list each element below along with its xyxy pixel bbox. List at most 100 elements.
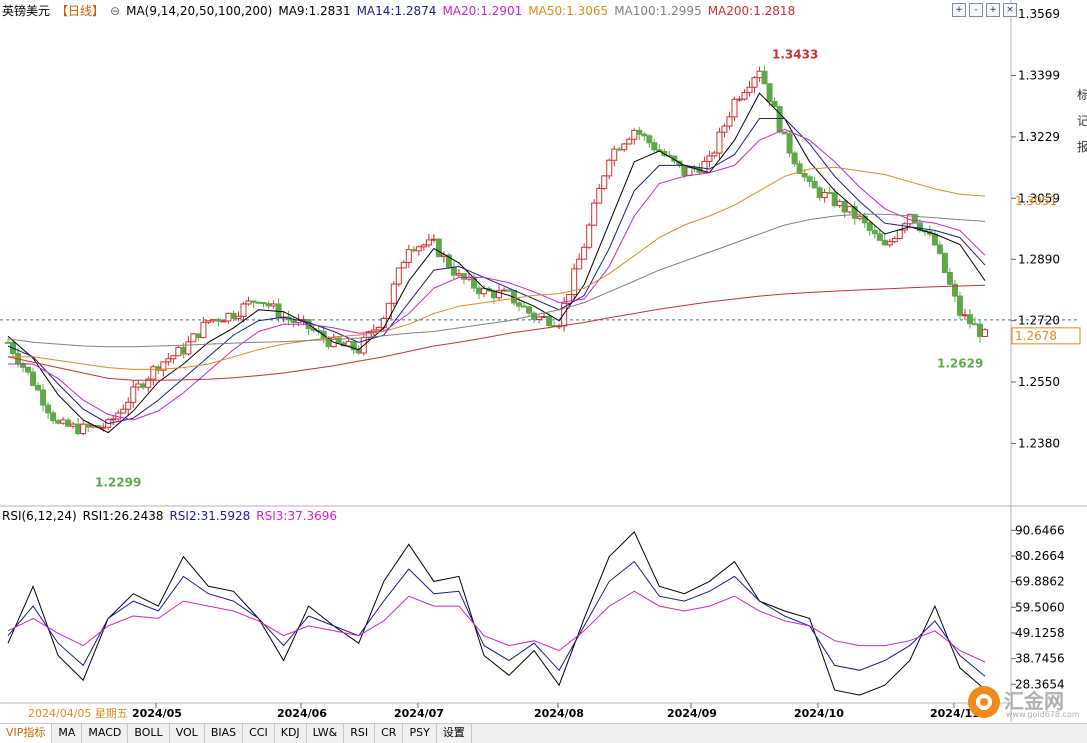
candle [85, 423, 92, 428]
zoom-in-icon[interactable]: + [952, 3, 966, 17]
tab-rsi[interactable]: RSI [344, 724, 376, 743]
candle [821, 191, 828, 199]
tab-bias[interactable]: BIAS [205, 724, 244, 743]
tab-boll[interactable]: BOLL [128, 724, 170, 743]
ma-line-ma200 [7, 284, 986, 381]
y-tick-label: 1.3229 [1018, 130, 1060, 144]
candle [911, 213, 918, 224]
candle [475, 287, 482, 295]
candle [380, 317, 387, 328]
candle [100, 426, 107, 429]
candle [210, 318, 217, 322]
candle [876, 233, 883, 241]
candle [230, 312, 237, 319]
candle [646, 135, 653, 144]
close-icon[interactable]: × [1003, 3, 1017, 17]
candle [561, 302, 568, 327]
candle [866, 222, 873, 231]
zoom-out-icon[interactable]: - [969, 3, 983, 17]
low-annotation-early: 1.2299 [95, 476, 141, 490]
candle [170, 355, 177, 360]
candle [80, 423, 87, 435]
side-tool-mark[interactable]: 标 [1077, 88, 1087, 102]
candle [681, 164, 688, 176]
logo-icon [968, 686, 1000, 718]
candle [896, 229, 903, 239]
candle [631, 129, 638, 140]
tab-ma[interactable]: MA [52, 724, 83, 743]
ma-params: MA(9,14,20,50,100,200) [126, 4, 273, 18]
tab-vip[interactable]: VIP指标 [0, 724, 53, 743]
candle [651, 142, 658, 151]
tab-cci[interactable]: CCI [243, 724, 275, 743]
tab-lw[interactable]: LW& [307, 724, 345, 743]
candle [971, 323, 978, 326]
candle [621, 143, 628, 151]
candle [205, 320, 212, 323]
candle [966, 314, 973, 325]
candle [856, 215, 863, 219]
candle [611, 148, 618, 161]
y-tick-label: 1.2550 [1018, 375, 1060, 389]
candle [5, 341, 11, 344]
candle [130, 386, 137, 403]
indicator-tabs: VIP指标 MA MACD BOLL VOL BIAS CCI KDJ LW& … [0, 723, 1087, 743]
ma-line-ma100 [7, 213, 986, 348]
candle [741, 92, 748, 100]
candle [40, 389, 47, 406]
candle [55, 420, 62, 424]
side-tool-note[interactable]: 记 [1077, 114, 1087, 128]
candle [761, 70, 768, 85]
side-tool-report[interactable]: 报 [1077, 140, 1087, 154]
x-tick-label: 2024/11 [930, 707, 980, 720]
rsi3-value: RSI3:37.3696 [256, 509, 338, 523]
candle [916, 222, 923, 231]
candle [641, 133, 648, 137]
tab-cr[interactable]: CR [375, 724, 404, 743]
candle [941, 252, 948, 274]
current-price-label: 1.2678 [1015, 329, 1057, 343]
candle [185, 341, 192, 355]
candle [506, 289, 513, 292]
candle [290, 319, 297, 323]
candle [716, 131, 723, 154]
candle [706, 155, 713, 162]
current-price-box [1011, 327, 1081, 345]
rsi1-value: RSI1:26.2438 [82, 509, 164, 523]
candle [806, 176, 813, 182]
candle [826, 191, 833, 194]
candle [801, 172, 808, 178]
candle [195, 333, 202, 339]
high-annotation: 1.3433 [772, 47, 818, 61]
candle [841, 200, 848, 213]
tab-psy[interactable]: PSY [403, 724, 437, 743]
tab-kdj[interactable]: KDJ [275, 724, 307, 743]
tab-macd[interactable]: MACD [82, 724, 129, 743]
candle [576, 258, 583, 270]
candle [581, 246, 588, 260]
candle [375, 326, 382, 331]
candle [245, 300, 252, 305]
candle [951, 283, 958, 297]
candle [746, 86, 753, 94]
logo-url: www.gold678.com [1006, 710, 1080, 719]
expand-icon[interactable]: + [986, 3, 1000, 17]
candle [591, 202, 598, 226]
candle [370, 329, 377, 333]
candle [400, 261, 407, 269]
tab-vol[interactable]: VOL [170, 724, 205, 743]
toggle-icon[interactable]: ⊖ [110, 4, 121, 18]
ma20-value: MA20:1.2901 [442, 4, 523, 18]
candle [616, 148, 623, 151]
rsi-line-rsi3 [7, 590, 986, 663]
candle [566, 294, 573, 304]
ma100-value: MA100:1.2995 [614, 4, 702, 18]
candle [756, 70, 763, 79]
candle [125, 401, 132, 410]
candle [831, 192, 838, 207]
rsi-tick-label: 28.3654 [1015, 677, 1065, 691]
tab-settings[interactable]: 设置 [437, 724, 472, 743]
candle [240, 303, 247, 317]
candle [766, 83, 773, 102]
